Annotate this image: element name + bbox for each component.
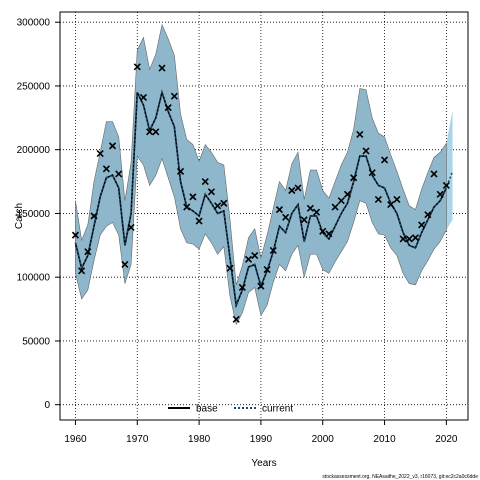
band-base (75, 23, 447, 326)
observation-point-2003 (337, 197, 345, 205)
observation-point-1989 (251, 251, 259, 260)
y-tick-label-200000: 200000 (17, 145, 51, 156)
legend-label-base: base (196, 404, 218, 415)
observation-point-1992 (269, 246, 277, 254)
observation-point-1991 (263, 265, 271, 274)
observation-point-2012 (393, 195, 401, 203)
plot-frame (59, 11, 469, 421)
observation-point-1987 (238, 283, 246, 291)
observation-point-1967 (115, 170, 123, 178)
x-axis-title: Years (251, 458, 276, 469)
x-tick-label-1980: 1980 (188, 434, 211, 445)
observation-point-1965 (102, 165, 110, 173)
observation-point-1988 (244, 255, 253, 263)
y-tick-label-100000: 100000 (17, 273, 51, 284)
observation-point-1985 (226, 264, 234, 272)
x-tick-label-1990: 1990 (250, 434, 273, 445)
observation-points (71, 63, 450, 323)
observation-point-1976 (170, 92, 178, 100)
x-tick-label-2020: 2020 (435, 434, 458, 445)
observation-point-2008 (368, 169, 376, 177)
observation-point-1977 (176, 167, 185, 175)
observation-point-1995 (288, 186, 296, 195)
observation-point-1960 (71, 231, 80, 239)
y-tick-label-0: 0 (44, 400, 50, 411)
observation-point-1996 (294, 184, 302, 192)
observation-point-2020 (442, 181, 450, 189)
uncertainty-bands (75, 23, 453, 326)
observation-point-1970 (133, 63, 141, 71)
y-tick-label-300000: 300000 (17, 18, 51, 29)
observation-point-1963 (90, 212, 98, 220)
y-tick-label-250000: 250000 (17, 81, 51, 92)
y-axis: 0 50000 100000 150000 200000 250000 300000 (17, 18, 60, 411)
legend-label-current: current (262, 404, 293, 415)
observation-point-2007 (362, 147, 370, 155)
observation-point-2009 (374, 195, 382, 203)
x-tick-label-2000: 2000 (312, 434, 335, 445)
observation-point-1998 (306, 204, 314, 212)
observation-point-1966 (108, 142, 117, 150)
observation-point-2013 (399, 235, 407, 243)
observation-point-2015 (411, 234, 420, 242)
observation-point-1990 (257, 282, 265, 290)
observation-point-1999 (312, 208, 321, 216)
observation-point-1975 (164, 104, 172, 112)
observation-point-2014 (405, 235, 413, 243)
y-axis-title: Catch (14, 203, 25, 229)
observation-point-2017 (424, 211, 432, 219)
observation-point-2004 (343, 190, 352, 198)
footer-source: stockassessment.org, NEAsaithe_2022_v3, … (322, 474, 478, 480)
observation-point-1979 (189, 193, 197, 201)
x-tick-label-2010: 2010 (373, 434, 396, 445)
observation-point-1993 (275, 206, 284, 214)
observation-point-2010 (380, 156, 389, 164)
observation-point-1962 (84, 248, 92, 256)
observation-point-1971 (139, 93, 148, 101)
observation-point-1968 (121, 260, 129, 269)
observation-point-1972 (146, 128, 154, 136)
observation-point-1980 (195, 217, 203, 225)
observation-point-1974 (158, 64, 166, 72)
observation-point-2001 (325, 230, 333, 238)
observation-point-1978 (183, 203, 191, 211)
legend-entry-current: current (234, 404, 293, 415)
observation-point-2011 (387, 200, 395, 209)
observation-point-1984 (220, 199, 228, 207)
observation-point-1986 (232, 315, 240, 323)
y-tick-label-150000: 150000 (17, 209, 51, 220)
observation-point-2016 (418, 221, 426, 229)
observation-point-1973 (152, 128, 160, 136)
observation-point-2000 (319, 227, 327, 235)
x-tick-label-1970: 1970 (126, 434, 149, 445)
legend: base current (168, 404, 293, 415)
y-tick-label-50000: 50000 (22, 336, 50, 347)
observation-point-2002 (331, 203, 339, 211)
observation-point-2006 (356, 130, 364, 138)
observation-point-1961 (78, 267, 86, 275)
legend-entry-base: base (168, 404, 218, 415)
observation-point-1981 (201, 178, 209, 186)
x-tick-label-1960: 1960 (64, 434, 87, 445)
observation-point-1969 (127, 223, 135, 232)
observation-point-1983 (214, 202, 222, 210)
observation-point-1994 (282, 213, 290, 221)
observation-point-1997 (300, 216, 308, 224)
observation-point-1982 (207, 188, 216, 196)
x-axis: 1960 1970 1980 1990 2000 2010 2020 (64, 420, 458, 445)
observation-point-2019 (436, 190, 444, 198)
observation-point-1964 (96, 149, 104, 158)
observation-point-2018 (430, 170, 438, 178)
observation-point-2005 (350, 174, 358, 182)
